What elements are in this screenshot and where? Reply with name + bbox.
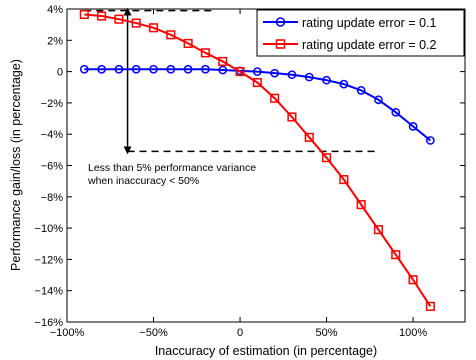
y-tick-label: −6% <box>41 161 64 173</box>
data-point <box>287 112 297 122</box>
y-tick-label: −16% <box>35 317 64 329</box>
y-tick-label: 0 <box>57 67 63 79</box>
y-tick-label: −2% <box>41 98 64 110</box>
data-point <box>391 250 401 260</box>
x-tick-label: 0 <box>237 327 243 339</box>
data-point <box>270 93 280 103</box>
annotation-text-line-2: when inaccuracy < 50% <box>87 175 199 187</box>
series-2 <box>79 9 435 311</box>
data-point <box>270 68 280 78</box>
data-point <box>339 175 349 185</box>
data-point <box>252 78 262 88</box>
data-point <box>374 95 383 105</box>
series-1 <box>79 64 435 145</box>
legend: rating update error = 0.1 rating update … <box>256 9 465 57</box>
annotation: Less than 5% performance variance when i… <box>84 7 379 187</box>
data-point <box>235 67 245 77</box>
legend-entry-rating-update-error-0-2: rating update error = 0.2 <box>263 38 437 52</box>
data-point <box>201 64 210 74</box>
y-tick-label: −4% <box>41 129 64 141</box>
data-point <box>425 301 435 311</box>
data-point <box>97 11 107 21</box>
y-axis: 4% 2% 0 −2% −4% −6% −8% −10% −12% −14% −16% <box>35 4 465 329</box>
data-point <box>114 14 124 24</box>
data-point <box>304 72 314 82</box>
y-axis-label: Performance gain/loss (in percentage) <box>9 59 23 271</box>
data-point <box>391 107 401 117</box>
data-point <box>183 64 193 74</box>
data-point <box>287 70 297 80</box>
data-point <box>408 122 418 131</box>
data-point <box>183 38 193 48</box>
data-point <box>79 9 89 20</box>
x-tick-label: 100% <box>399 327 427 339</box>
y-tick-label: 4% <box>47 4 63 16</box>
data-point <box>79 64 89 74</box>
data-point <box>426 136 435 145</box>
legend-entry-rating-update-error-0-1: rating update error = 0.1 <box>263 16 437 30</box>
data-point <box>166 64 176 74</box>
data-point <box>356 86 366 95</box>
legend-marker-square <box>275 39 286 49</box>
data-point <box>149 64 158 74</box>
annotation-text-line-1: Less than 5% performance variance <box>88 162 256 174</box>
data-point <box>252 67 262 76</box>
data-point <box>322 153 332 163</box>
x-axis-label: Inaccuracy of estimation (in percentage) <box>155 344 377 358</box>
y-tick-label: −10% <box>35 223 64 235</box>
data-point <box>131 64 141 74</box>
legend-marker-circle <box>275 17 286 27</box>
data-point <box>373 225 384 235</box>
data-point <box>97 64 106 74</box>
data-point <box>304 132 314 142</box>
y-tick-label: −14% <box>35 286 64 298</box>
data-point <box>218 56 228 66</box>
data-point <box>166 30 176 40</box>
data-point <box>148 23 159 33</box>
data-point <box>114 64 124 74</box>
y-tick-label: −12% <box>35 254 64 266</box>
x-tick-label: −50% <box>139 327 168 339</box>
legend-label-series-2: rating update error = 0.2 <box>302 38 437 52</box>
data-point <box>322 75 331 85</box>
x-tick-label: 50% <box>316 327 338 339</box>
series-layer <box>79 9 435 311</box>
data-point <box>131 18 141 28</box>
x-tick-label: −100% <box>50 327 85 339</box>
data-point <box>356 200 366 210</box>
data-point <box>339 79 349 89</box>
legend-label-series-1: rating update error = 0.1 <box>302 16 437 30</box>
data-point <box>218 65 228 75</box>
legend-box <box>256 9 465 57</box>
series-line <box>84 13 432 307</box>
x-axis: −100% −50% 0 50% 100% <box>50 9 427 339</box>
y-tick-label: 2% <box>47 35 63 47</box>
data-point <box>200 48 210 58</box>
series-line <box>84 68 432 142</box>
data-point <box>408 275 418 285</box>
y-tick-label: −8% <box>41 192 64 204</box>
